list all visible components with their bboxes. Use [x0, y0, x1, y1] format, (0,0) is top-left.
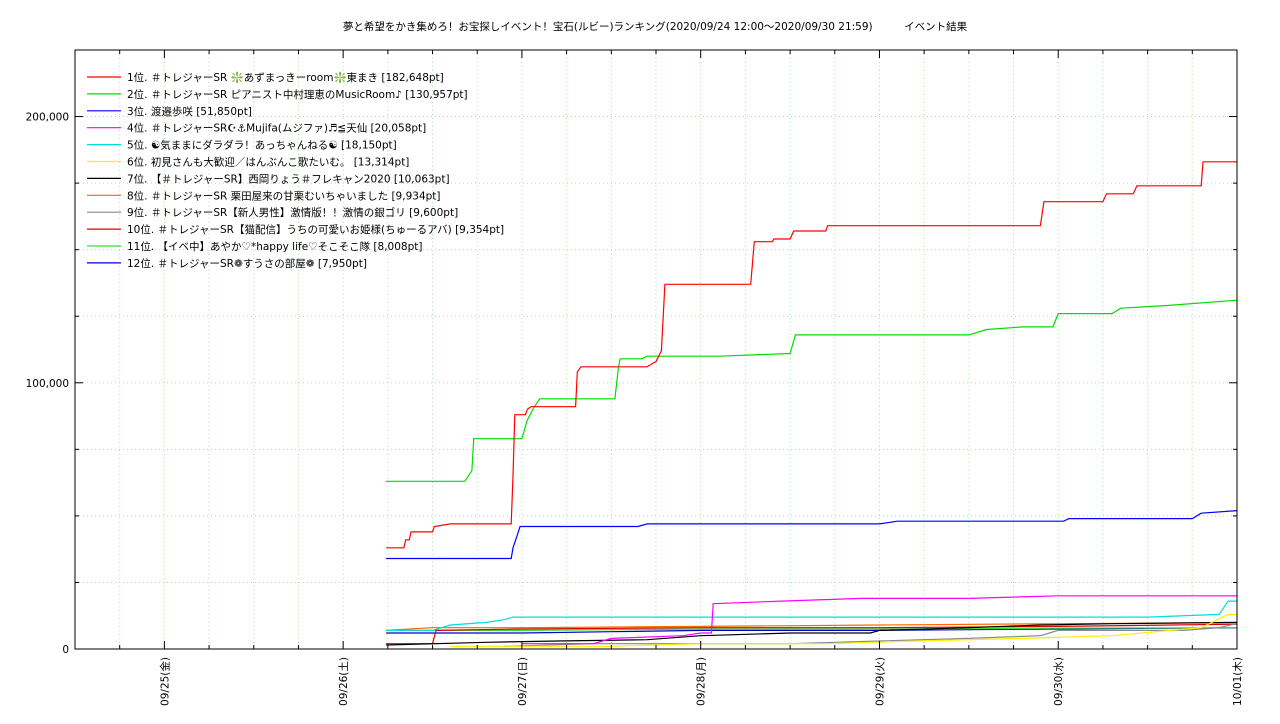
x-tick-label: 09/29(火): [874, 657, 886, 706]
x-tick-label: 09/28(月): [696, 657, 708, 706]
series-line-1: [386, 161, 1237, 549]
legend: 1位. ＃トレジャーSR ❇️あずまっきーroom❇️東まき [182,648p…: [87, 71, 504, 270]
series-line-8: [386, 621, 1238, 631]
series-line-9: [503, 622, 1238, 647]
series-line-3: [386, 510, 1238, 560]
legend-label-2: 2位. ＃トレジャーSR ピアニスト中村理恵のMusicRoom♪ [130,9…: [127, 88, 468, 101]
grid-layer: [75, 50, 1237, 649]
legend-label-8: 8位. ＃トレジャーSR 栗田屋来の甘栗むいちゃいました [9,934pt]: [127, 189, 441, 202]
x-tick-label: 09/26(土): [337, 657, 350, 706]
series-layer: [386, 161, 1238, 647]
series-line-11: [386, 627, 1238, 632]
legend-label-10: 10位. ＃トレジャーSR【猫配信】うちの可愛いお姫様(ちゅーるアバ) [9,3…: [127, 223, 504, 236]
series-line-12: [386, 627, 1238, 634]
legend-label-4: 4位. ＃トレジャーSR☪⚓Mujifa(ムジファ)♬≦天仙 [20,058pt…: [127, 122, 426, 135]
y-tick-label: 200,000: [26, 112, 69, 124]
series-line-5: [386, 600, 1237, 632]
x-tick-label: 10/01(木): [1232, 657, 1244, 706]
series-line-10: [386, 623, 1238, 645]
legend-label-6: 6位. 初見さんも大歓迎／はんぶんこ歌たいむ。 [13,314pt]: [127, 156, 409, 169]
series-line-4: [521, 595, 1237, 645]
y-tick-label: 0: [62, 644, 69, 656]
x-tick-label: 09/25(金): [158, 657, 171, 706]
series-line-7: [386, 621, 1238, 646]
legend-label-5: 5位. ☯気ままにダラダラ！あっちゃんねる☯ [18,150pt]: [127, 139, 397, 152]
x-tick-label: 09/30(水): [1053, 657, 1065, 706]
chart-title: 夢と希望をかき集めろ！お宝探しイベント！宝石(ルビー)ランキング(2020/09…: [343, 20, 968, 33]
y-tick-label: 100,000: [26, 378, 69, 390]
legend-label-12: 12位. ＃トレジャーSR❁すうさの部屋❁ [7,950pt]: [127, 257, 367, 270]
legend-label-7: 7位. 【＃トレジャーSR】西岡りょう＃フレキャン2020 [10,063pt]: [127, 172, 450, 185]
legend-label-1: 1位. ＃トレジャーSR ❇️あずまっきーroom❇️東まき [182,648p…: [127, 71, 444, 84]
legend-label-11: 11位. 【イベ中】あやか♡*happy life♡そこそこ隊 [8,008pt…: [127, 240, 422, 253]
x-tick-label: 09/27(日): [517, 657, 529, 706]
legend-label-9: 9位. ＃トレジャーSR【新人男性】激情版！！激情の銀ゴリ [9,600pt]: [127, 206, 458, 219]
axis-layer: 0 100,000 200,000 09/25(金) 09/26(土) 09/27(日) 0…: [26, 49, 1244, 706]
legend-label-3: 3位. 渡邉歩咲 [51,850pt]: [127, 105, 252, 118]
series-line-2: [386, 299, 1238, 482]
